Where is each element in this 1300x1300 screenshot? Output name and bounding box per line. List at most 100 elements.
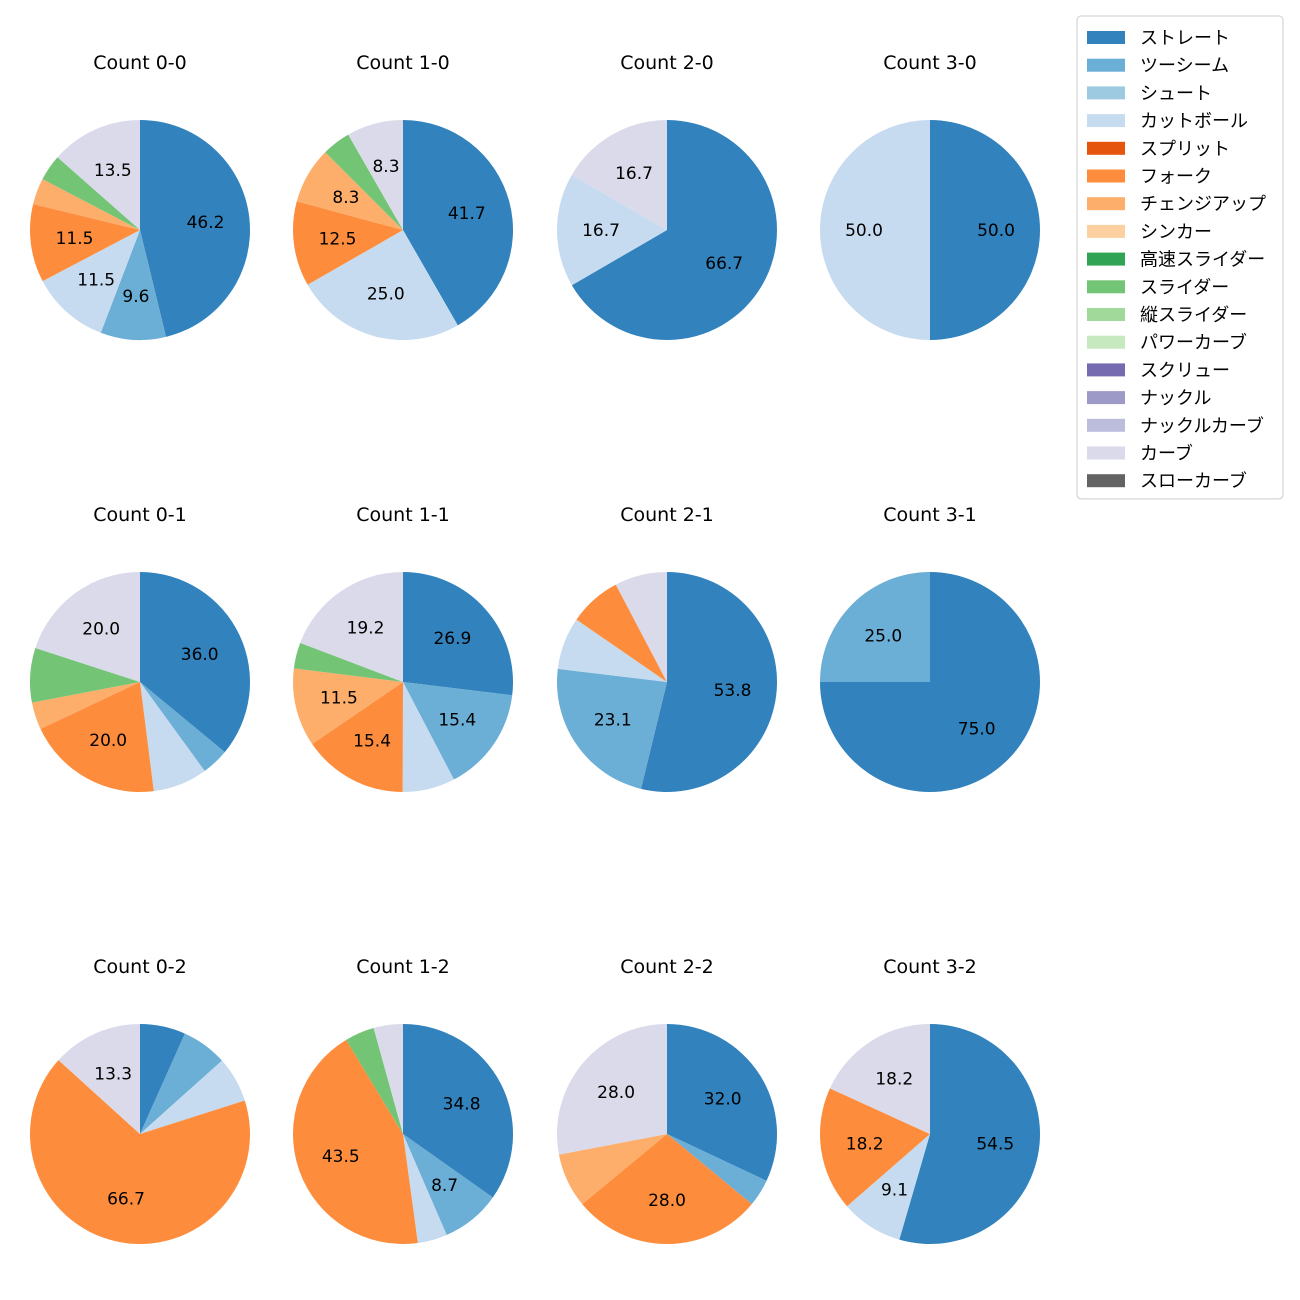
pie-slice [33,179,141,230]
legend-label: パワーカーブ [1140,332,1247,354]
legend-swatch [1087,280,1125,294]
pie-slice [402,682,454,793]
slice-label: 66.7 [705,254,743,274]
legend-swatch [1087,474,1125,488]
legend-swatch [1087,169,1125,183]
pie-slice [667,1134,767,1205]
pie-title: Count 2-1 [620,504,714,526]
legend-swatch [1087,31,1125,44]
pie-slice [346,1027,403,1134]
pie-chart: Count 2-0 66.7 16.7 16.7 [556,52,777,340]
slice-label: 41.7 [448,204,486,224]
legend-swatch [1087,335,1125,349]
slice-label: 11.5 [320,689,358,709]
pie-slice [140,682,225,771]
legend-label: ツーシーム [1140,56,1229,77]
pie-slice [30,648,141,703]
slice-label: 20.0 [82,620,120,640]
pie-slice [140,1033,222,1134]
pie-slice [42,157,140,230]
pie-slice [571,120,777,340]
pie-slice [373,1024,403,1134]
pie-slice [325,134,403,230]
slice-label: 23.1 [594,711,632,731]
pie-slice [35,572,140,682]
pie-slice [312,682,403,792]
pie-slice [300,572,403,682]
pie-chart: Count 1-1 26.9 15.4 15.4 11.5 19.2 [293,504,513,793]
slice-label: 11.5 [56,229,94,249]
pie-chart: Count 3-2 54.5 9.1 18.2 18.2 [820,956,1041,1244]
pie-slice [667,1024,778,1181]
slice-label: 34.8 [443,1095,481,1115]
slice-label: 43.5 [322,1147,360,1167]
pie-title: Count 0-0 [93,52,187,74]
slice-label: 15.4 [438,711,476,731]
pie-slice [557,619,667,682]
slice-label: 18.2 [875,1070,913,1090]
legend-swatch [1087,252,1125,266]
legend-label: 縦スライダー [1140,305,1247,326]
pie-chart: Count 3-0 50.0 50.0 [820,52,1040,340]
slice-label: 11.5 [77,270,115,290]
legend-swatch [1087,446,1125,460]
pie-slice [820,120,930,340]
legend-label: スプリット [1140,139,1230,160]
pie-slice [42,230,141,333]
slice-label: 9.6 [122,287,149,307]
pie-title: Count 1-2 [356,956,450,978]
legend: ストレートツーシームシュートカットボールスプリットフォークチェンジアップシンカー… [1076,15,1284,500]
pie-slice [293,1039,418,1245]
pie-slice [307,230,458,341]
pie-title: Count 2-0 [620,52,714,74]
pie-slice [576,584,667,682]
pie-slice [140,1060,245,1134]
slice-label: 8.7 [431,1176,458,1196]
slice-label: 13.5 [94,161,132,181]
legend-label: カーブ [1140,443,1193,465]
pie-slice [820,572,930,682]
pie-slice [403,120,514,326]
pie-slice [403,572,513,696]
pie-slice [140,1024,185,1134]
pie-chart: Count 2-1 53.8 23.1 [556,504,778,792]
pie-slice [293,668,403,745]
legend-label: スライダー [1140,277,1229,298]
slice-label: 15.4 [353,731,391,751]
pie-slice [829,1024,930,1134]
pie-slice [57,120,140,230]
slice-label: 8.3 [372,157,399,177]
slice-label: 54.5 [976,1134,1014,1154]
legend-swatch [1087,418,1125,432]
pie-slice [582,1134,752,1245]
pie-slice [296,152,403,230]
legend-swatch [1087,58,1125,72]
legend-frame [1076,15,1284,500]
pie-title: Count 1-0 [356,52,450,74]
pie-slice [30,1060,251,1244]
slice-label: 13.3 [94,1065,132,1085]
pie-slice [556,668,667,789]
pie-slice [403,1134,447,1243]
pie-title: Count 0-1 [93,504,187,526]
pie-slice [293,201,403,285]
slice-label: 50.0 [845,221,883,241]
pie-slice [557,1024,667,1155]
legend-label: スローカーブ [1140,470,1247,492]
slice-label: 25.0 [864,626,902,646]
pie-slice [140,682,205,792]
pie-slice [930,120,1040,340]
pie-title: Count 1-1 [356,504,450,526]
pie-chart: Count 3-1 75.0 25.0 [820,504,1040,792]
legend-label: シンカー [1140,222,1212,243]
legend-swatch [1087,308,1125,321]
pie-chart: Count 0-0 46.2 9.6 11.5 11.5 13.5 [29,52,250,341]
legend-label: ナックル [1140,388,1211,409]
pie-chart: Count 0-1 36.0 20.0 20.0 [30,504,251,792]
pie-slice [899,1024,1041,1244]
pie-title: Count 3-0 [883,52,977,74]
legend-label: チェンジアップ [1140,194,1266,215]
legend-label: 高速スライダー [1140,250,1265,271]
slice-label: 18.2 [846,1135,884,1155]
pie-slice [640,572,778,792]
